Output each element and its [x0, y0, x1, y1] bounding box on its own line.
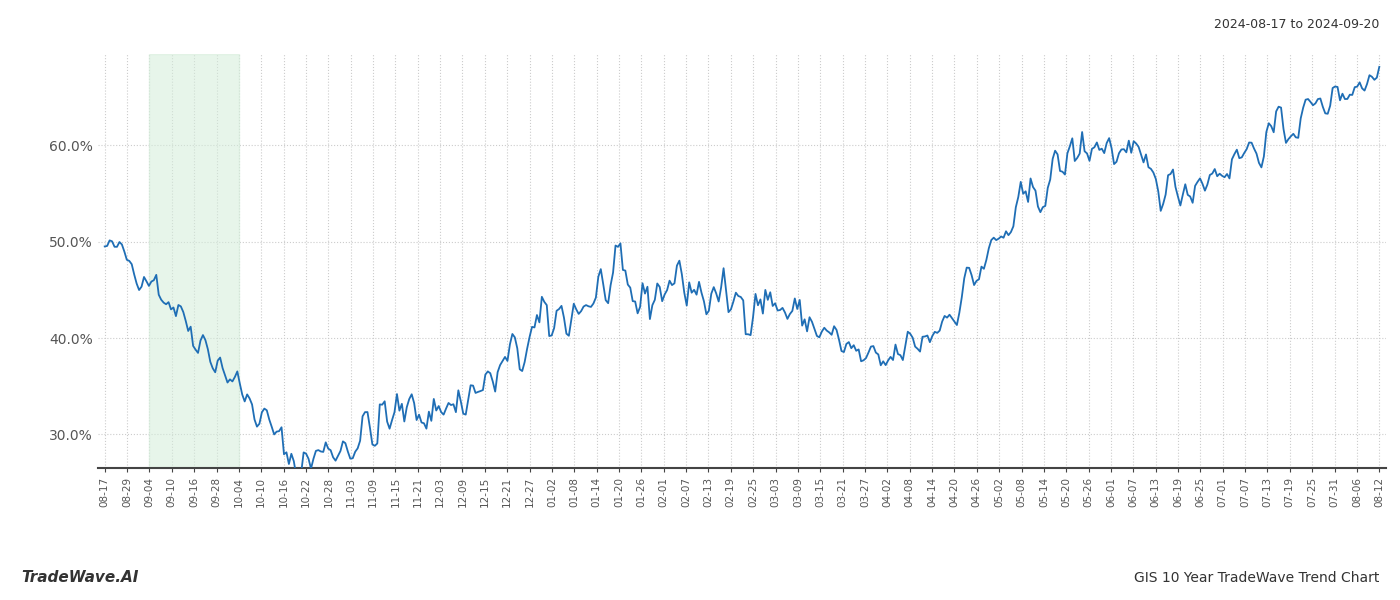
Bar [150, 54, 239, 468]
Text: GIS 10 Year TradeWave Trend Chart: GIS 10 Year TradeWave Trend Chart [1134, 571, 1379, 585]
Text: 2024-08-17 to 2024-09-20: 2024-08-17 to 2024-09-20 [1214, 18, 1379, 31]
Text: TradeWave.AI: TradeWave.AI [21, 570, 139, 585]
